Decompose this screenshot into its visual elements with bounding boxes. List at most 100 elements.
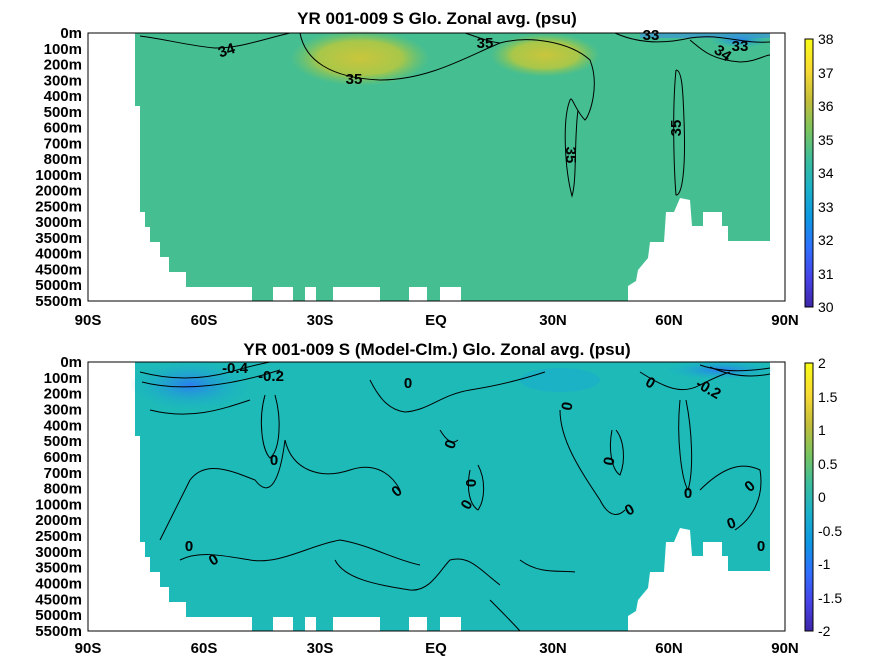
colorbar-tick: 34 bbox=[818, 165, 834, 181]
y-axis: 0m100m200m300m400m500m600m700m800m1000m2… bbox=[35, 354, 82, 640]
colorbar-tick: 32 bbox=[818, 232, 834, 248]
contour-neg-02 bbox=[141, 369, 281, 388]
x-tick-label: EQ bbox=[425, 640, 447, 656]
x-tick-label: 30S bbox=[307, 312, 334, 329]
axes-frame bbox=[87, 361, 786, 632]
x-tick-label: 60N bbox=[655, 312, 683, 329]
x-tick-label: 90S bbox=[75, 640, 102, 656]
contour-34-north bbox=[689, 39, 771, 63]
y-tick-label: 4000m bbox=[35, 576, 82, 593]
x-tick-label: 60S bbox=[191, 312, 218, 329]
y-axis: 0m100m200m300m400m500m600m700m800m1000m2… bbox=[35, 25, 82, 310]
y-tick-label: 500m bbox=[44, 433, 82, 450]
subtropical-max-south bbox=[290, 30, 430, 86]
colorbar-tick: -2 bbox=[818, 623, 831, 639]
contour-label: 0 bbox=[600, 456, 618, 467]
contour-zero-e bbox=[179, 539, 421, 566]
x-tick-label: EQ bbox=[425, 312, 447, 329]
contour-neg-02-north bbox=[639, 371, 731, 391]
y-tick-label: 3500m bbox=[35, 230, 82, 247]
colorbar-tick: 1.5 bbox=[818, 389, 838, 405]
contour-zero-h bbox=[439, 429, 459, 443]
contour-arctic-2 bbox=[709, 366, 771, 377]
colorbar-tick: 1 bbox=[818, 422, 826, 438]
colorbar-ticks: 30 31 32 33 34 35 36 37 38 bbox=[818, 31, 834, 315]
contour-zero-f bbox=[334, 558, 501, 591]
contour-arctic-1 bbox=[699, 364, 771, 372]
difference-field bbox=[130, 360, 775, 631]
colorbar-tick: -1 bbox=[818, 556, 831, 572]
difference-base bbox=[135, 362, 770, 631]
y-tick-label: 200m bbox=[44, 386, 82, 403]
y-tick-label: 5000m bbox=[35, 277, 82, 294]
contour-label: 34 bbox=[216, 40, 238, 62]
subtropical-anomaly bbox=[520, 368, 600, 392]
y-tick-label: 200m bbox=[44, 57, 82, 74]
y-tick-label: 700m bbox=[44, 465, 82, 482]
contour-label: 0 bbox=[684, 485, 692, 502]
x-tick-label: 30N bbox=[539, 640, 567, 656]
contour-label: 0 bbox=[270, 452, 278, 469]
contour-label: 35 bbox=[346, 71, 363, 88]
colorbar bbox=[804, 362, 814, 632]
contour-zero-g bbox=[467, 464, 485, 511]
colorbar-tick: 2 bbox=[818, 355, 826, 371]
x-axis: 90S 60S 30S EQ 30N 60N 90N bbox=[75, 640, 799, 656]
colorbar bbox=[804, 38, 814, 308]
y-tick-label: 0m bbox=[60, 354, 82, 371]
contour-zero-a bbox=[149, 399, 251, 415]
y-tick-label: 700m bbox=[44, 135, 82, 152]
arctic-surface bbox=[640, 33, 770, 38]
contour-label: 35 bbox=[477, 35, 494, 52]
contour-label: -0.2 bbox=[258, 368, 284, 385]
x-tick-label: 60S bbox=[191, 640, 218, 656]
x-tick-label: 60N bbox=[655, 640, 683, 656]
contour-label: 0 bbox=[404, 375, 412, 392]
contour-35-north bbox=[673, 69, 686, 196]
contour-zero-i bbox=[559, 409, 626, 515]
y-tick-label: 3000m bbox=[35, 214, 82, 231]
colorbar-tick: -0.5 bbox=[818, 523, 842, 539]
colorbar-tick: 38 bbox=[818, 31, 834, 47]
chart-title: YR 001-009 S (Model-Clm.) Glo. Zonal avg… bbox=[243, 340, 630, 359]
contour-zero-k bbox=[678, 399, 693, 492]
y-tick-label: 300m bbox=[44, 401, 82, 418]
subtropical-max-north bbox=[490, 33, 600, 77]
contour-label: -0.4 bbox=[222, 360, 249, 377]
colorbar-tick: 37 bbox=[818, 65, 834, 81]
y-tick-label: 800m bbox=[44, 151, 82, 168]
contour-zero-l bbox=[699, 465, 762, 531]
contour-neg-04 bbox=[139, 361, 271, 379]
contour-zero-d bbox=[159, 439, 401, 541]
y-tick-label: 5000m bbox=[35, 607, 82, 624]
contour-label: 35 bbox=[668, 120, 685, 137]
contour-35-b bbox=[464, 32, 501, 44]
y-tick-label: 400m bbox=[44, 88, 82, 105]
colorbar-tick: 33 bbox=[818, 199, 834, 215]
x-axis: 90S 60S 30S EQ 30N 60N 90N bbox=[75, 312, 799, 329]
salinity-contours bbox=[139, 32, 771, 198]
y-tick-label: 2500m bbox=[35, 528, 82, 545]
contour-label: 33 bbox=[643, 27, 660, 44]
y-tick-label: 4000m bbox=[35, 246, 82, 263]
colorbar-tick: -1.5 bbox=[818, 590, 842, 606]
x-tick-label: 90N bbox=[771, 640, 799, 656]
contour-label: 0 bbox=[558, 401, 576, 412]
colorbar-tick: 30 bbox=[818, 299, 834, 315]
y-tick-label: 100m bbox=[44, 370, 82, 387]
y-tick-label: 500m bbox=[44, 104, 82, 121]
contour-zero-j bbox=[609, 429, 624, 476]
y-tick-label: 0m bbox=[60, 25, 82, 42]
panel-salinity: YR 001-009 S Glo. Zonal avg. (psu) 34 35… bbox=[35, 9, 834, 329]
contour-33 bbox=[614, 32, 771, 43]
panel-salinity-difference: YR 001-009 S (Model-Clm.) Glo. Zonal avg… bbox=[35, 340, 842, 656]
contour-label: 35 bbox=[562, 147, 579, 164]
contour-label: 0 bbox=[463, 479, 480, 487]
colorbar-tick: 36 bbox=[818, 98, 834, 114]
southern-fresh-anomaly bbox=[130, 360, 250, 410]
y-tick-label: 1000m bbox=[35, 167, 82, 184]
contour-label: 33 bbox=[732, 38, 749, 55]
y-tick-label: 5500m bbox=[35, 623, 82, 640]
contour-zero-n bbox=[489, 599, 521, 632]
